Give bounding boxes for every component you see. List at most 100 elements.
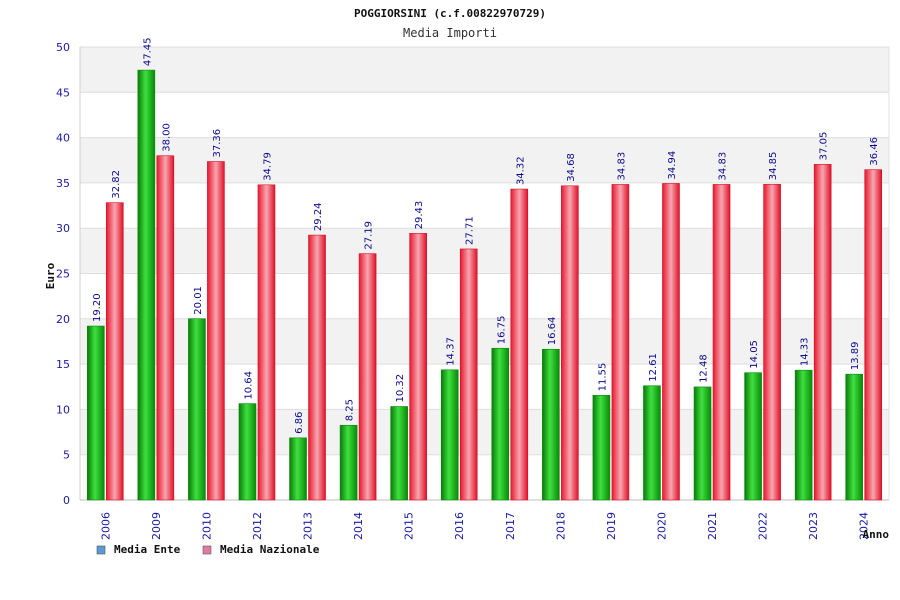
x-axis-label: Anno (863, 528, 890, 541)
bar-media-nazionale (813, 164, 832, 501)
x-tick-label: 2024 (858, 512, 871, 540)
bar-media-nazionale (510, 188, 529, 501)
legend: Media Ente Media Nazionale (96, 543, 320, 556)
bar-value-label: 29.43 (414, 201, 425, 230)
x-tick-label: 2015 (403, 512, 416, 540)
x-tick-label: 2012 (251, 512, 264, 540)
y-tick-label: 15 (56, 358, 70, 371)
bar-media-ente (188, 318, 206, 501)
x-tick-label: 2017 (504, 512, 517, 540)
x-tick-label: 2009 (150, 512, 163, 540)
y-axis-label: Euro (44, 262, 57, 289)
bar-value-label: 19.20 (92, 293, 103, 322)
y-tick-label: 0 (63, 494, 70, 507)
bar-media-nazionale (712, 184, 731, 501)
bar-value-label: 10.64 (243, 371, 254, 400)
y-tick-label: 25 (56, 268, 70, 281)
x-axis-ticks: 2006 2009 2010 2012 2013 2014 2015 2016 2017 2018… (99, 512, 870, 540)
bar-media-nazionale (611, 184, 630, 501)
bar-value-label: 27.71 (465, 216, 476, 245)
bar-value-label: 12.48 (699, 354, 710, 383)
bar-value-label: 47.45 (142, 37, 153, 66)
bar-media-ente (339, 424, 358, 501)
bar-value-label: 34.94 (667, 151, 678, 180)
grid-band (80, 47, 889, 93)
bar-media-nazionale (156, 155, 175, 501)
y-tick-label: 45 (56, 86, 70, 99)
x-tick-label: 2016 (453, 512, 466, 540)
bar-media-ente (390, 406, 408, 501)
bar-media-ente (592, 395, 611, 501)
legend-label-media-ente: Media Ente (114, 543, 181, 556)
bar-value-label: 34.83 (616, 152, 627, 181)
x-tick-label: 2006 (99, 512, 112, 540)
y-axis-ticks: 0 5 10 15 20 25 30 35 40 45 50 (56, 41, 70, 507)
bar-value-label: 27.19 (364, 221, 375, 250)
bar-media-ente (794, 369, 813, 501)
y-tick-label: 5 (63, 449, 70, 462)
bar-value-label: 16.64 (547, 317, 558, 346)
bar-value-label: 10.32 (395, 374, 406, 403)
bar-media-ente (693, 386, 712, 501)
bar-media-nazionale (864, 169, 883, 501)
bar-media-ente (845, 373, 864, 501)
bar-value-label: 16.75 (496, 316, 507, 345)
bar-value-label: 38.00 (161, 123, 172, 152)
bar-media-nazionale (561, 185, 579, 501)
y-tick-label: 30 (56, 222, 70, 235)
bar-value-label: 13.89 (850, 342, 861, 371)
x-tick-label: 2023 (807, 512, 820, 540)
bar-value-label: 8.25 (345, 399, 356, 421)
bar-value-label: 6.86 (294, 412, 305, 434)
bar-value-label: 12.61 (648, 353, 659, 382)
bar-media-nazionale (358, 253, 377, 501)
bar-media-ente (643, 385, 661, 501)
x-tick-label: 2013 (302, 512, 315, 540)
x-tick-label: 2022 (757, 512, 770, 540)
bar-media-nazionale (207, 161, 225, 501)
y-tick-label: 50 (56, 41, 70, 54)
bar-value-label: 14.33 (800, 338, 811, 367)
chart-title: POGGIORSINI (c.f.00822970729) (354, 7, 546, 20)
bar-media-nazionale (763, 183, 781, 501)
y-tick-label: 40 (56, 132, 70, 145)
bar-media-ente (440, 369, 459, 501)
bar-media-nazionale (409, 233, 427, 501)
bar-media-nazionale (459, 248, 478, 501)
bar-value-label: 36.46 (869, 137, 880, 166)
x-tick-label: 2018 (554, 512, 567, 540)
x-tick-label: 2019 (605, 512, 618, 540)
bar-value-label: 14.37 (446, 337, 457, 366)
y-tick-label: 20 (56, 313, 70, 326)
bar-value-label: 37.05 (819, 132, 830, 161)
bar-value-label: 11.55 (597, 363, 608, 392)
bar-value-label: 32.82 (111, 170, 122, 199)
bar-value-label: 34.68 (566, 153, 577, 182)
bar-media-nazionale (257, 184, 276, 501)
bar-value-label: 14.05 (749, 340, 760, 369)
bar-media-ente (238, 403, 257, 501)
bar-media-ente (137, 69, 156, 501)
bar-media-ente (542, 348, 560, 501)
bar-media-nazionale (662, 183, 680, 501)
bar-value-label: 34.32 (515, 156, 526, 185)
chart-subtitle: Media Importi (403, 26, 497, 40)
bar-value-label: 34.85 (768, 152, 779, 181)
bar-value-label: 20.01 (193, 286, 204, 315)
bar-media-nazionale (105, 202, 124, 501)
x-tick-label: 2014 (352, 512, 365, 540)
legend-swatch-media-nazionale (202, 545, 212, 555)
bar-media-nazionale (308, 234, 326, 501)
bar-media-ente (744, 372, 762, 501)
bar-value-label: 29.24 (313, 202, 324, 231)
x-tick-label: 2010 (200, 512, 213, 540)
bar-value-label: 34.79 (262, 152, 273, 181)
bar-media-ente (491, 347, 510, 501)
bar-media-ente (86, 325, 105, 501)
bar-value-label: 34.83 (718, 152, 729, 181)
bar-labels: 19.20 32.82 47.45 38.00 20.01 37.36 10.64 34.79… (92, 37, 880, 433)
bar-value-label: 37.36 (212, 129, 223, 158)
background-bands (80, 47, 889, 455)
y-tick-label: 10 (56, 403, 70, 416)
